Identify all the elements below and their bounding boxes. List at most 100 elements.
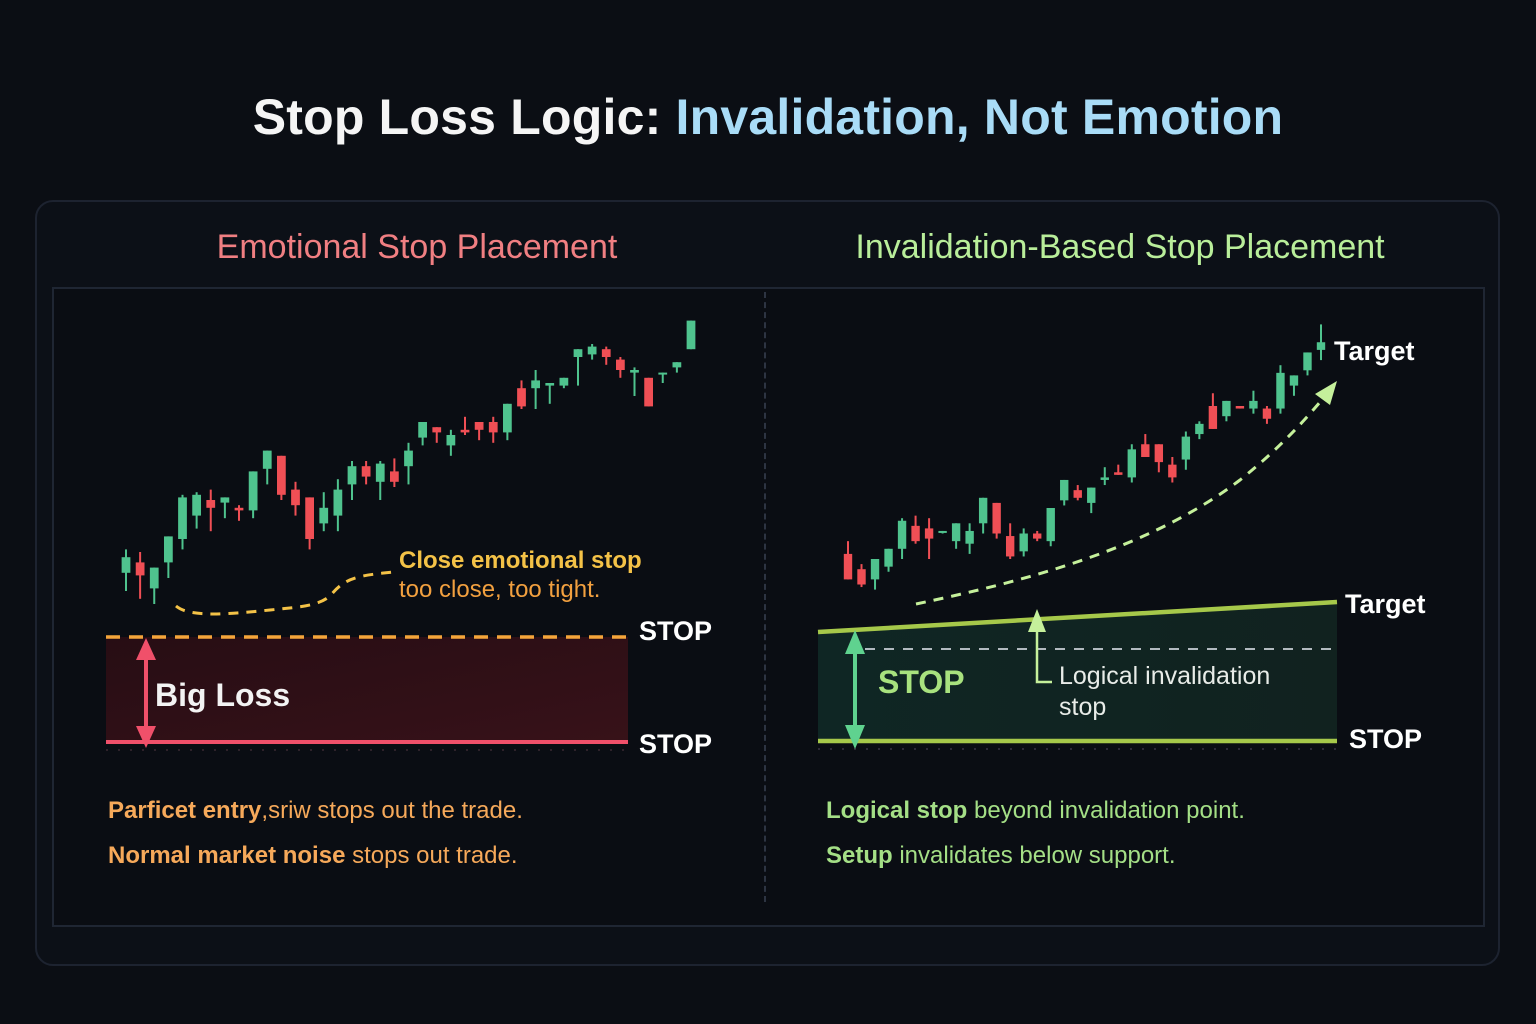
candlestick: [418, 422, 428, 446]
candlestick: [248, 471, 258, 519]
candlestick: [1208, 393, 1218, 429]
candlestick: [1019, 528, 1028, 557]
candlestick: [672, 362, 682, 373]
candlestick: [1222, 400, 1231, 422]
candlestick: [978, 497, 988, 534]
candlestick: [347, 461, 357, 500]
logical-label-line-2: stop: [1059, 693, 1107, 721]
candlestick: [305, 497, 315, 550]
candlestick: [404, 442, 413, 485]
invalidation-note-2-rest: invalidates below support.: [892, 842, 1176, 869]
emotional-stop-annotation-title: Close emotional stop: [399, 547, 642, 574]
emotional-note-1-rest: ,sriw stops out the trade.: [261, 797, 523, 824]
candlestick: [857, 564, 866, 588]
candlestick: [1316, 324, 1326, 361]
candlestick: [291, 481, 300, 516]
candlestick: [965, 523, 974, 554]
candlestick: [1100, 467, 1109, 486]
emotional-note-2: Normal market noise stops out trade.: [108, 842, 518, 870]
candlestick: [333, 479, 343, 532]
candlestick: [884, 548, 893, 572]
candlestick: [1114, 464, 1123, 475]
candlestick: [1303, 352, 1312, 376]
candlestick: [870, 559, 880, 590]
candlestick: [135, 552, 145, 599]
candlestick: [121, 549, 131, 591]
candlestick: [488, 416, 498, 443]
loss-stop-label: STOP: [639, 729, 713, 759]
target-line-label: Target: [1345, 589, 1426, 619]
candlestick: [924, 518, 934, 559]
candlestick: [220, 497, 230, 519]
chart-target-label: Target: [1334, 336, 1415, 366]
candlestick: [1127, 444, 1136, 483]
candlestick: [545, 383, 555, 404]
candlestick: [517, 380, 526, 409]
title-main: Stop Loss Logic:: [252, 89, 676, 145]
candlestick: [843, 541, 853, 580]
candlestick: [502, 403, 512, 441]
target-line: [817, 599, 1338, 635]
candlestick: [1168, 457, 1177, 483]
invalidation-stop-label: STOP: [1349, 724, 1423, 754]
loss-range-arrow: [136, 638, 156, 748]
target-trajectory: [915, 381, 1337, 606]
left-candlesticks: [121, 320, 696, 604]
candlestick: [531, 370, 541, 409]
candlestick: [361, 461, 371, 485]
candlestick: [234, 505, 244, 521]
candlestick: [911, 515, 920, 544]
candlestick: [446, 429, 456, 456]
candlestick: [992, 502, 1001, 539]
emotional-note-1: Parficet entry,sriw stops out the trade.: [108, 797, 523, 825]
invalidation-panel-title: Invalidation-Based Stop Placement: [855, 228, 1385, 266]
candlestick: [432, 427, 442, 443]
emotional-note-2-bold: Normal market noise: [108, 842, 346, 869]
candlestick: [686, 320, 696, 350]
candlestick: [262, 450, 272, 485]
stop-range-arrow: [845, 630, 865, 749]
candlestick: [897, 518, 907, 559]
candlestick: [163, 536, 173, 578]
big-loss-label: Big Loss: [155, 677, 291, 713]
candlestick: [149, 567, 159, 604]
emotional-note-1-bold: Parficet entry: [108, 797, 262, 824]
candlestick: [573, 349, 583, 386]
candlestick: [1073, 485, 1082, 501]
candlestick: [1276, 365, 1285, 414]
candlestick: [474, 422, 484, 441]
candlestick: [658, 372, 668, 383]
candlestick: [1195, 421, 1204, 440]
candlestick: [1235, 406, 1245, 409]
candlestick: [644, 377, 654, 407]
candlestick: [1262, 406, 1272, 424]
candlestick: [559, 377, 569, 389]
emotional-stop-curve: [175, 570, 394, 616]
candlestick: [460, 416, 470, 435]
candlestick: [1087, 487, 1096, 514]
candlestick: [1060, 479, 1069, 506]
invalidation-note-2: Setup invalidates below support.: [826, 842, 1176, 870]
panel-divider: [764, 292, 766, 902]
invalidation-note-1-rest: beyond invalidation point.: [967, 797, 1245, 824]
candlestick: [319, 492, 329, 532]
candlestick: [1005, 523, 1015, 559]
candlestick: [615, 357, 625, 378]
emotional-note-2-rest: stops out trade.: [345, 842, 518, 869]
candlestick: [951, 523, 961, 549]
candlestick: [601, 346, 611, 365]
emotional-panel-title: Emotional Stop Placement: [216, 228, 618, 266]
candlestick: [1181, 431, 1191, 470]
page-title: Stop Loss Logic: Invalidation, Not Emoti…: [0, 88, 1536, 146]
emotional-stop-label: STOP: [639, 616, 713, 646]
candlestick: [375, 461, 385, 500]
candlestick: [587, 344, 597, 360]
candlestick: [938, 530, 947, 534]
invalidation-note-2-bold: Setup: [826, 842, 893, 869]
candlestick: [389, 458, 399, 487]
candlestick: [178, 494, 187, 550]
logical-label-line-1: Logical invalidation: [1059, 662, 1271, 690]
candlestick: [1154, 444, 1164, 473]
candlestick: [1046, 508, 1055, 547]
